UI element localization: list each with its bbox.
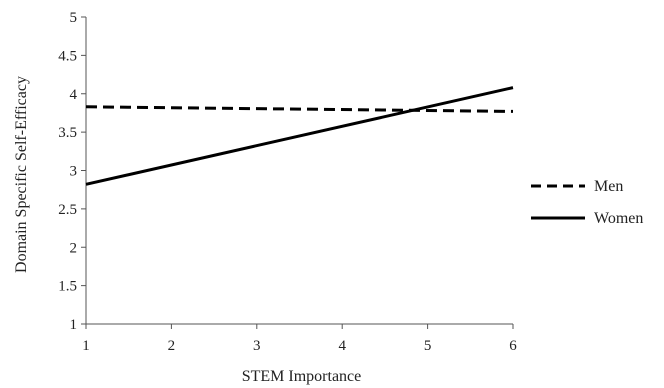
y-tick-label: 3.5 [58, 125, 77, 141]
legend-label-women: Women [594, 210, 643, 227]
x-tick-label: 5 [424, 338, 432, 354]
x-tick-label: 3 [253, 338, 261, 354]
y-tick-label: 2 [70, 240, 78, 256]
y-tick-label: 4.5 [58, 48, 77, 64]
x-axis-ticks: 1 2 3 4 5 6 [82, 324, 517, 354]
legend: Men Women [531, 178, 643, 227]
x-tick-label: 2 [168, 338, 176, 354]
y-axis-ticks: 1 1.5 2 2.5 3 3.5 4 4.5 5 [58, 10, 86, 333]
x-axis-title: STEM Importance [242, 368, 362, 385]
y-tick-label: 5 [70, 10, 78, 26]
x-tick-label: 6 [509, 338, 517, 354]
x-tick-label: 1 [82, 338, 90, 354]
y-tick-label: 3 [70, 164, 78, 180]
series-line-women [85, 86, 514, 186]
series-line-men [85, 105, 514, 113]
y-tick-label: 1.5 [58, 279, 77, 295]
y-tick-label: 4 [70, 87, 78, 103]
x-tick-label: 4 [338, 338, 346, 354]
legend-label-men: Men [594, 178, 623, 195]
y-axis-title: Domain Specific Self-Efficacy [13, 76, 30, 273]
series-lines [85, 86, 514, 186]
y-tick-label: 1 [70, 317, 78, 333]
y-tick-label: 2.5 [58, 202, 77, 218]
